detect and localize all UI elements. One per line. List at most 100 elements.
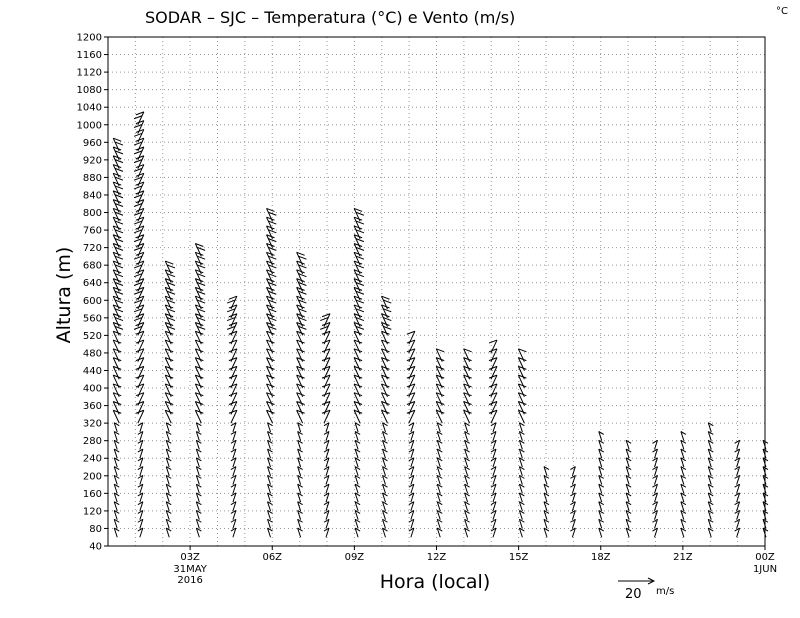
barb-staff [571, 519, 576, 529]
barb-staff [436, 440, 441, 450]
barb-staff [323, 410, 331, 424]
barb-feather [133, 290, 143, 295]
barb-feather [196, 325, 206, 330]
barb-staff [232, 422, 237, 433]
barb-feather [598, 483, 605, 488]
barb-staff [492, 501, 497, 512]
barb-feather [652, 518, 658, 523]
barb-feather [267, 483, 273, 488]
barb-feather [381, 365, 390, 370]
barb-feather [519, 448, 525, 453]
barb-feather [195, 330, 204, 335]
barb-feather [490, 439, 497, 444]
barb-feather [230, 422, 237, 427]
barb-feather [355, 255, 365, 260]
barb-feather [296, 269, 305, 274]
barb-staff [571, 510, 576, 520]
barb-feather [652, 439, 658, 444]
barb-feather [519, 431, 525, 435]
barb-staff [354, 519, 359, 529]
barb-staff [436, 527, 441, 538]
barb-staff [325, 510, 330, 520]
barb-staff [654, 448, 658, 459]
barb-staff [680, 457, 685, 468]
barb-staff [194, 383, 202, 398]
barb-feather [490, 518, 497, 523]
barb-feather [228, 348, 238, 353]
y-tick-label: 920 [83, 155, 102, 166]
barb-staff [112, 304, 120, 319]
barb-feather [297, 510, 303, 514]
barb-staff [164, 304, 172, 319]
barb-staff [195, 457, 200, 468]
barb-staff [382, 483, 386, 494]
barb-staff [492, 492, 497, 503]
barb-staff [354, 466, 359, 476]
barb-feather [543, 510, 550, 514]
barb-feather [266, 286, 275, 291]
barb-staff [736, 440, 741, 450]
barb-feather [195, 295, 204, 300]
barb-feather [734, 439, 740, 444]
barb-feather [196, 510, 202, 514]
barb-staff [139, 501, 144, 512]
barb-feather [230, 448, 237, 453]
barb-feather [353, 339, 363, 344]
barb-feather [165, 330, 174, 335]
barb-staff [492, 448, 497, 459]
barb-feather [165, 501, 172, 506]
barb-feather [354, 466, 361, 471]
barb-feather [353, 374, 363, 379]
barb-staff [382, 510, 386, 520]
barb-feather [354, 457, 361, 462]
barb-staff [195, 475, 200, 485]
barb-feather [266, 392, 275, 397]
barb-staff [137, 146, 145, 161]
y-tick-label: 760 [83, 226, 102, 237]
barb-staff [137, 260, 145, 275]
barb-staff [164, 278, 172, 292]
barb-staff [296, 313, 304, 327]
barb-feather [543, 492, 550, 497]
barb-feather [625, 518, 632, 523]
barb-feather [298, 255, 307, 260]
barb-feather [133, 325, 143, 330]
barb-feather [135, 269, 145, 274]
barb-staff [625, 519, 630, 529]
barb-staff [266, 287, 273, 301]
barb-staff [410, 457, 415, 468]
barb-feather [133, 220, 143, 225]
barb-feather [296, 383, 305, 388]
barb-staff [492, 527, 497, 538]
barb-feather [135, 146, 145, 151]
barb-staff [680, 501, 685, 512]
barb-feather [408, 474, 415, 479]
barb-staff [680, 466, 685, 476]
barb-feather [297, 422, 303, 427]
barb-feather [408, 510, 415, 514]
date-label: 2016 [177, 575, 202, 586]
barb-feather [137, 466, 144, 471]
barb-staff [139, 510, 144, 520]
barb-staff [408, 401, 416, 415]
barb-feather [135, 225, 145, 230]
barb-feather [382, 457, 388, 462]
barb-feather [464, 518, 470, 523]
barb-staff [112, 225, 120, 240]
barb-staff [137, 304, 145, 319]
barb-staff [296, 304, 304, 319]
barb-feather [268, 273, 277, 278]
barb-feather [165, 357, 174, 362]
barb-feather [353, 278, 363, 283]
barb-feather [267, 501, 273, 506]
barb-feather [518, 374, 527, 379]
barb-feather [135, 401, 145, 405]
barb-feather [266, 225, 275, 230]
barb-staff [137, 295, 145, 310]
barb-feather [382, 518, 388, 523]
barb-staff [194, 269, 202, 283]
barb-feather [436, 492, 443, 497]
barb-feather [436, 448, 443, 453]
y-tick-label: 280 [83, 436, 102, 447]
barb-feather [165, 401, 174, 405]
